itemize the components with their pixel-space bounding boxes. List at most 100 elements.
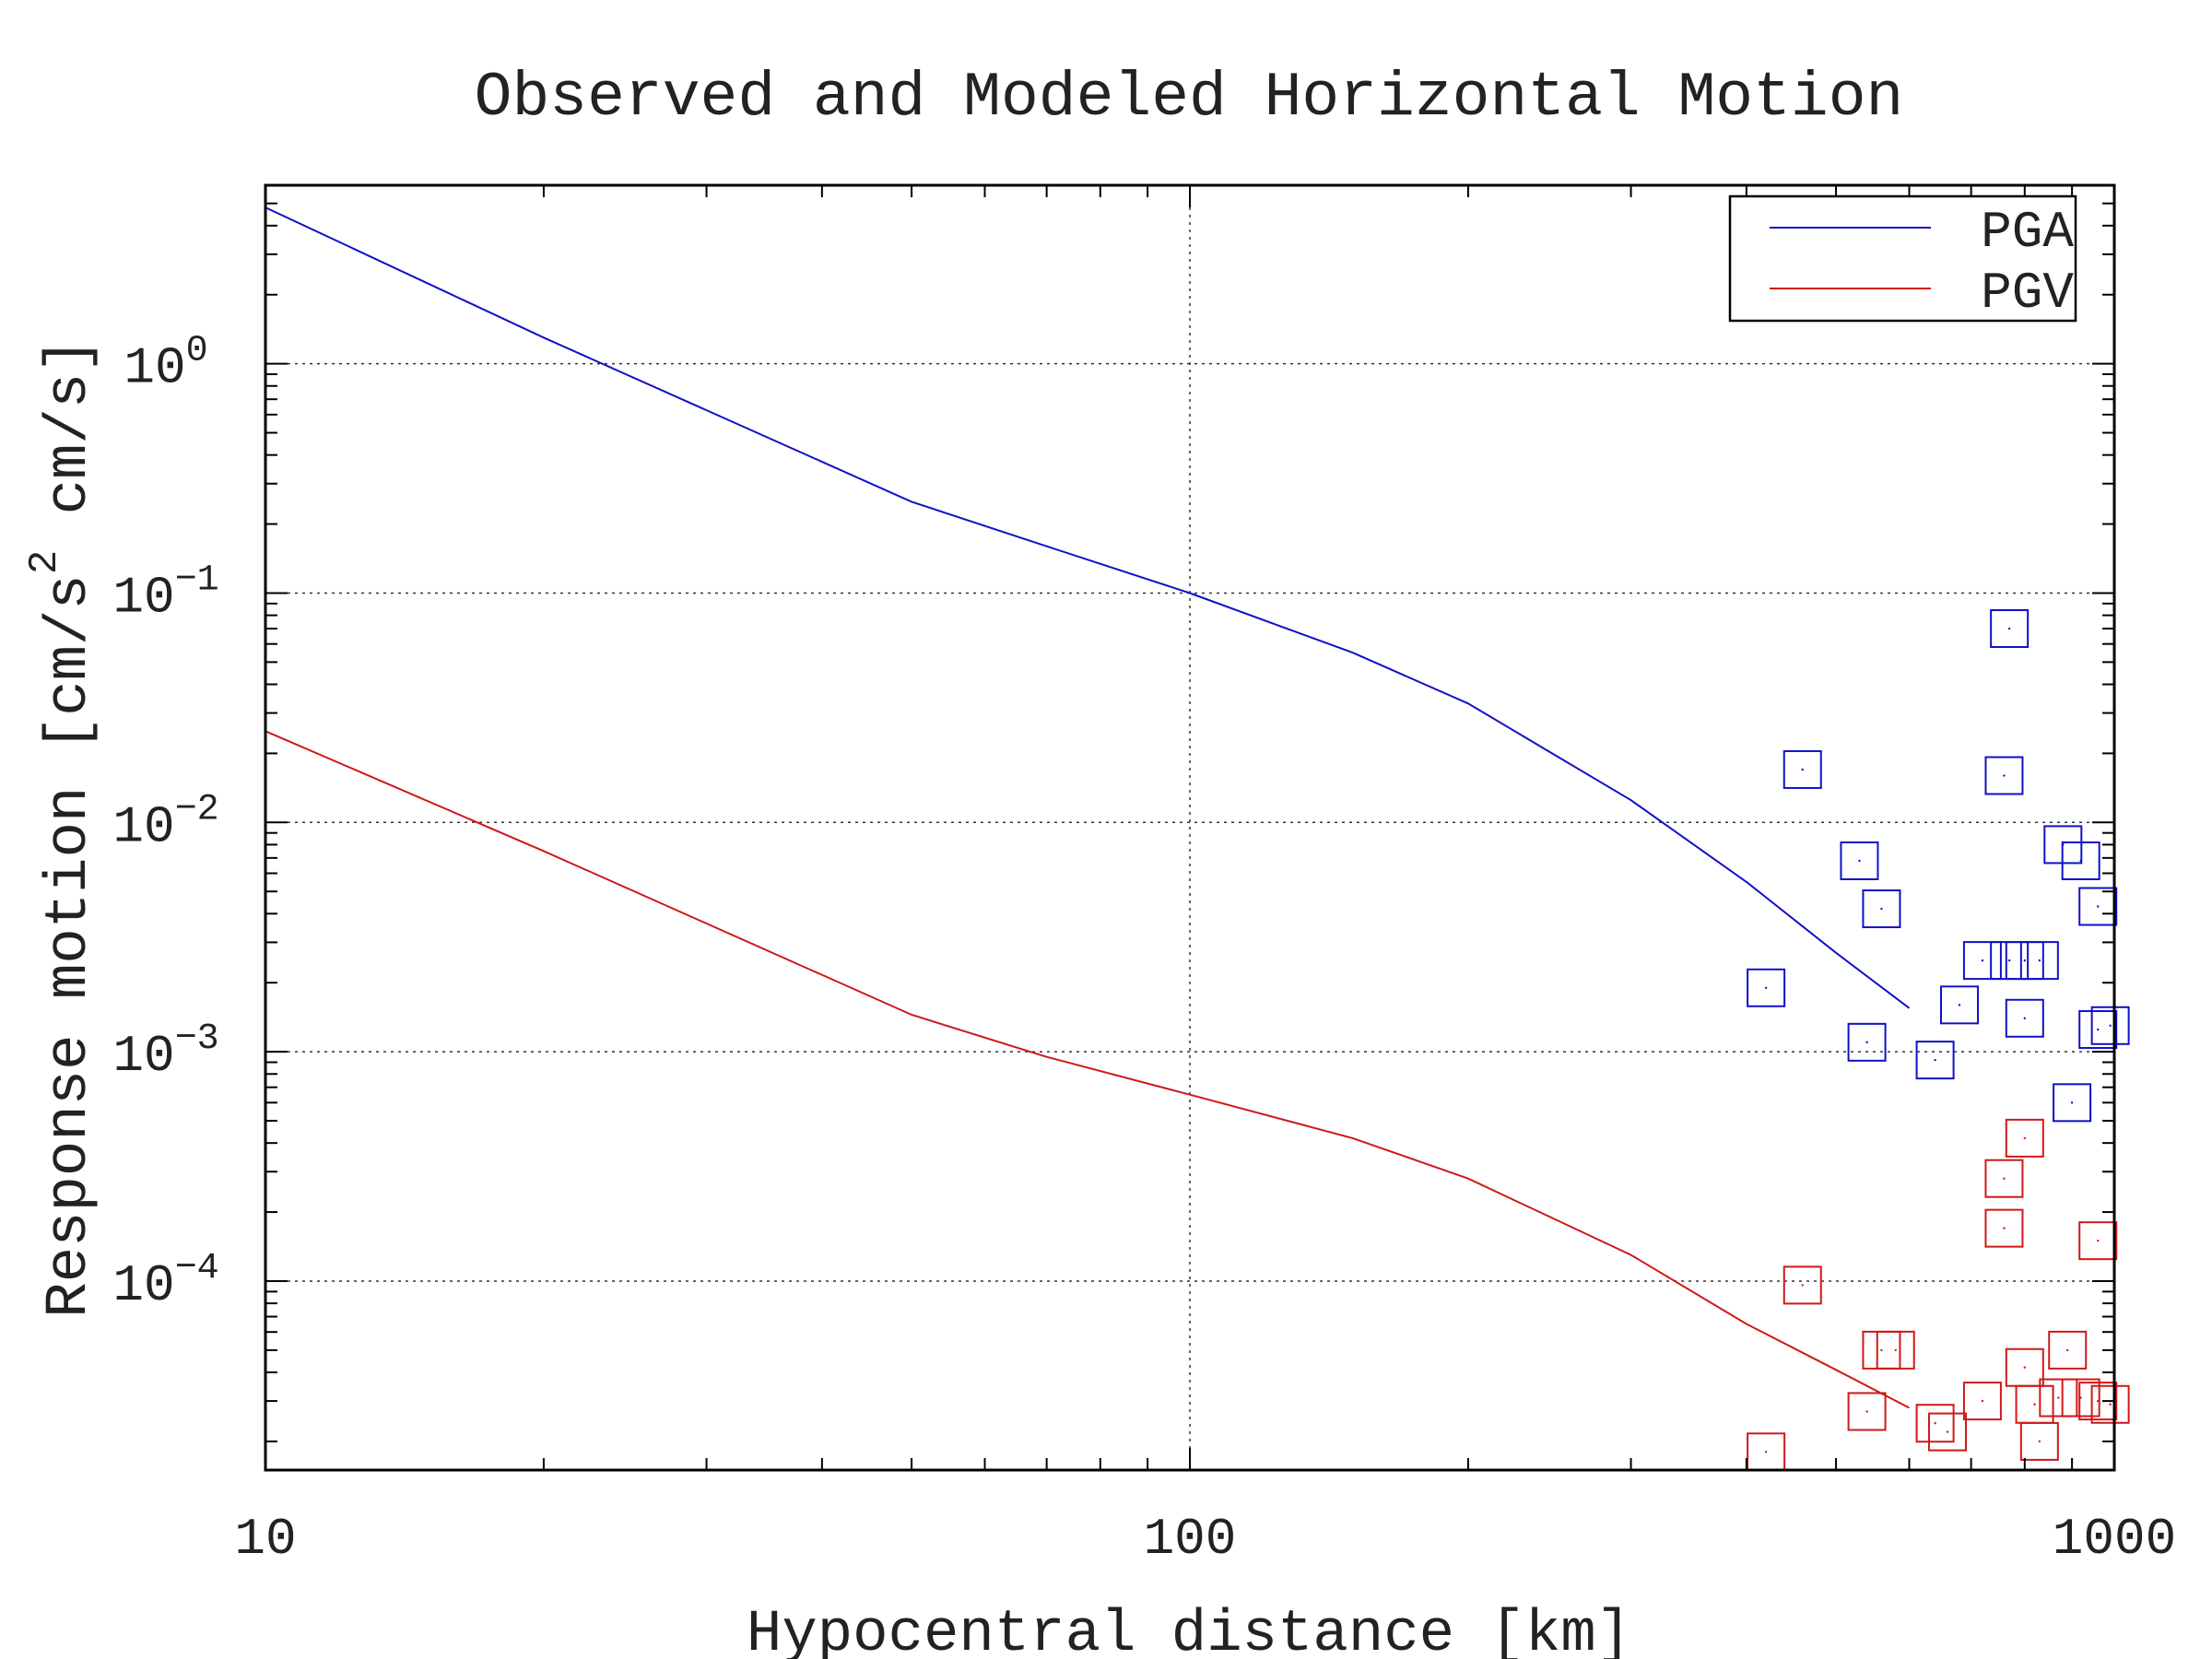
data-point-pgv (1915, 1404, 1955, 1443)
data-point-center-pga (1981, 959, 1984, 962)
data-point-center-pgv (1894, 1348, 1897, 1352)
x-axis-label: Hypocentral distance [km] (747, 1602, 1631, 1659)
y-axis-label: Response motion [cm/s2 cm/s] (22, 337, 103, 1317)
data-point-center-pga (2007, 959, 2011, 962)
data-point-center-pgv (2003, 1227, 2006, 1230)
data-point-pga (2019, 941, 2059, 981)
y-tick-label: 10−3 (112, 1018, 218, 1086)
y-tick-label-exponent: −3 (175, 1018, 219, 1060)
data-point-pgv (2090, 1384, 2130, 1424)
data-point-center-pgv (1934, 1422, 1936, 1425)
data-point-center-pga (1958, 1004, 1961, 1006)
data-point-center-pgv (1865, 1410, 1868, 1413)
series-line-pga (265, 206, 1911, 1009)
data-point-center-pgv (2038, 1440, 2041, 1443)
data-point-center-pgv (2023, 1136, 2026, 1140)
data-point-pgv (2078, 1221, 2118, 1261)
data-point-center-pga (2097, 905, 2100, 908)
data-point-pga (1847, 1022, 1887, 1062)
legend-label-pga: PGA (1981, 203, 2074, 262)
data-point-center-pga (2079, 859, 2082, 863)
data-point-center-pga (1801, 768, 1804, 771)
y-tick-label-exponent: −1 (175, 559, 219, 601)
data-point-pgv (2039, 1378, 2078, 1418)
data-point-center-pga (1858, 859, 1861, 863)
y-tick-label: 100 (124, 331, 207, 398)
data-point-center-pga (2007, 627, 2011, 630)
x-tick-label: 10 (234, 1510, 296, 1569)
data-point-center-pgv (2057, 1396, 2060, 1399)
data-point-center-pga (2023, 959, 2026, 962)
data-point-pgv (2019, 1421, 2059, 1461)
data-point-center-pgv (2097, 1239, 2100, 1242)
data-point-center-pga (2070, 1101, 2074, 1104)
data-point-pgv (1876, 1330, 1915, 1370)
data-point-center-pga (1934, 1058, 1936, 1062)
data-point-pga (1840, 841, 1879, 880)
data-point-pga (1990, 609, 2030, 649)
data-point-center-pga (1764, 986, 1768, 989)
data-point-center-pgv (2066, 1348, 2069, 1352)
data-point-center-pgv (1946, 1430, 1949, 1433)
data-point-pgv (1962, 1382, 2002, 1421)
data-point-pga (1962, 941, 2002, 981)
data-point-pga (1940, 985, 1980, 1025)
ticks (265, 184, 2114, 1470)
data-point-pgv (1984, 1159, 2024, 1198)
data-point-center-pgv (2033, 1403, 2036, 1406)
y-tick-label-base: 10 (112, 1256, 174, 1315)
data-point-pga (2005, 998, 2044, 1038)
data-point-pgv (1783, 1265, 1822, 1305)
data-point-center-pga (1865, 1041, 1868, 1044)
data-point-pga (1862, 889, 1901, 929)
data-point-center-pgv (2003, 1177, 2006, 1180)
data-point-pga (1747, 968, 1786, 1007)
y-tick-label-base: 10 (124, 339, 185, 398)
data-point-pgv (1984, 1208, 2024, 1248)
y-tick-label-base: 10 (112, 1027, 174, 1086)
data-point-pgv (1847, 1392, 1887, 1431)
x-tick-label: 100 (1144, 1510, 1237, 1569)
data-point-center-pga (2038, 959, 2041, 962)
legend-label-pgv: PGV (1981, 264, 2074, 323)
y-tick-label-base: 10 (112, 568, 174, 627)
legend-box (1728, 194, 2077, 323)
y-tick-label: 10−1 (112, 559, 218, 627)
chart-title: Observed and Modeled Horizontal Motion (475, 63, 1904, 134)
data-point-pga (2078, 1010, 2118, 1050)
y-tick-label-base: 10 (112, 797, 174, 856)
data-point-pga (2090, 1006, 2130, 1045)
data-point-pga (2078, 887, 2118, 926)
data-point-center-pga (1880, 907, 1883, 911)
y-tick-label: 10−4 (112, 1248, 218, 1315)
data-point-pga (2061, 841, 2100, 880)
data-point-center-pga (2023, 1017, 2026, 1019)
y-tick-label-exponent: −4 (175, 1248, 219, 1289)
y-axis-label-prefix: Response motion [cm/s (37, 574, 103, 1318)
data-point-pgv (1928, 1412, 1968, 1452)
legend: PGA PGV (1728, 194, 2077, 323)
series-points (1747, 609, 2130, 1472)
data-point-center-pgv (2109, 1403, 2112, 1406)
data-point-pga (1915, 1041, 1955, 1080)
data-point-pgv (2048, 1330, 2088, 1370)
data-point-center-pgv (2023, 1366, 2026, 1369)
data-point-center-pgv (1880, 1348, 1883, 1352)
y-tick-label-exponent: −2 (175, 789, 219, 830)
data-point-center-pgv (1981, 1399, 1984, 1403)
data-point-pga (2053, 1083, 2092, 1123)
data-point-center-pgv (2097, 1399, 2100, 1403)
y-tick-label: 10−2 (112, 789, 218, 856)
series-line-pgv (265, 730, 1910, 1409)
y-axis-label-sup: 2 (22, 550, 68, 574)
y-axis-label-suffix: cm/s] (37, 337, 103, 549)
x-tick-labels: 10 100 1000 (234, 1510, 2176, 1569)
data-point-center-pga (2097, 1028, 2100, 1031)
data-point-center-pgv (1764, 1451, 1768, 1453)
data-point-center-pgv (1801, 1284, 1804, 1287)
y-tick-label-exponent: 0 (186, 331, 208, 372)
data-point-center-pga (2109, 1024, 2112, 1027)
data-point-pga (1984, 756, 2024, 795)
